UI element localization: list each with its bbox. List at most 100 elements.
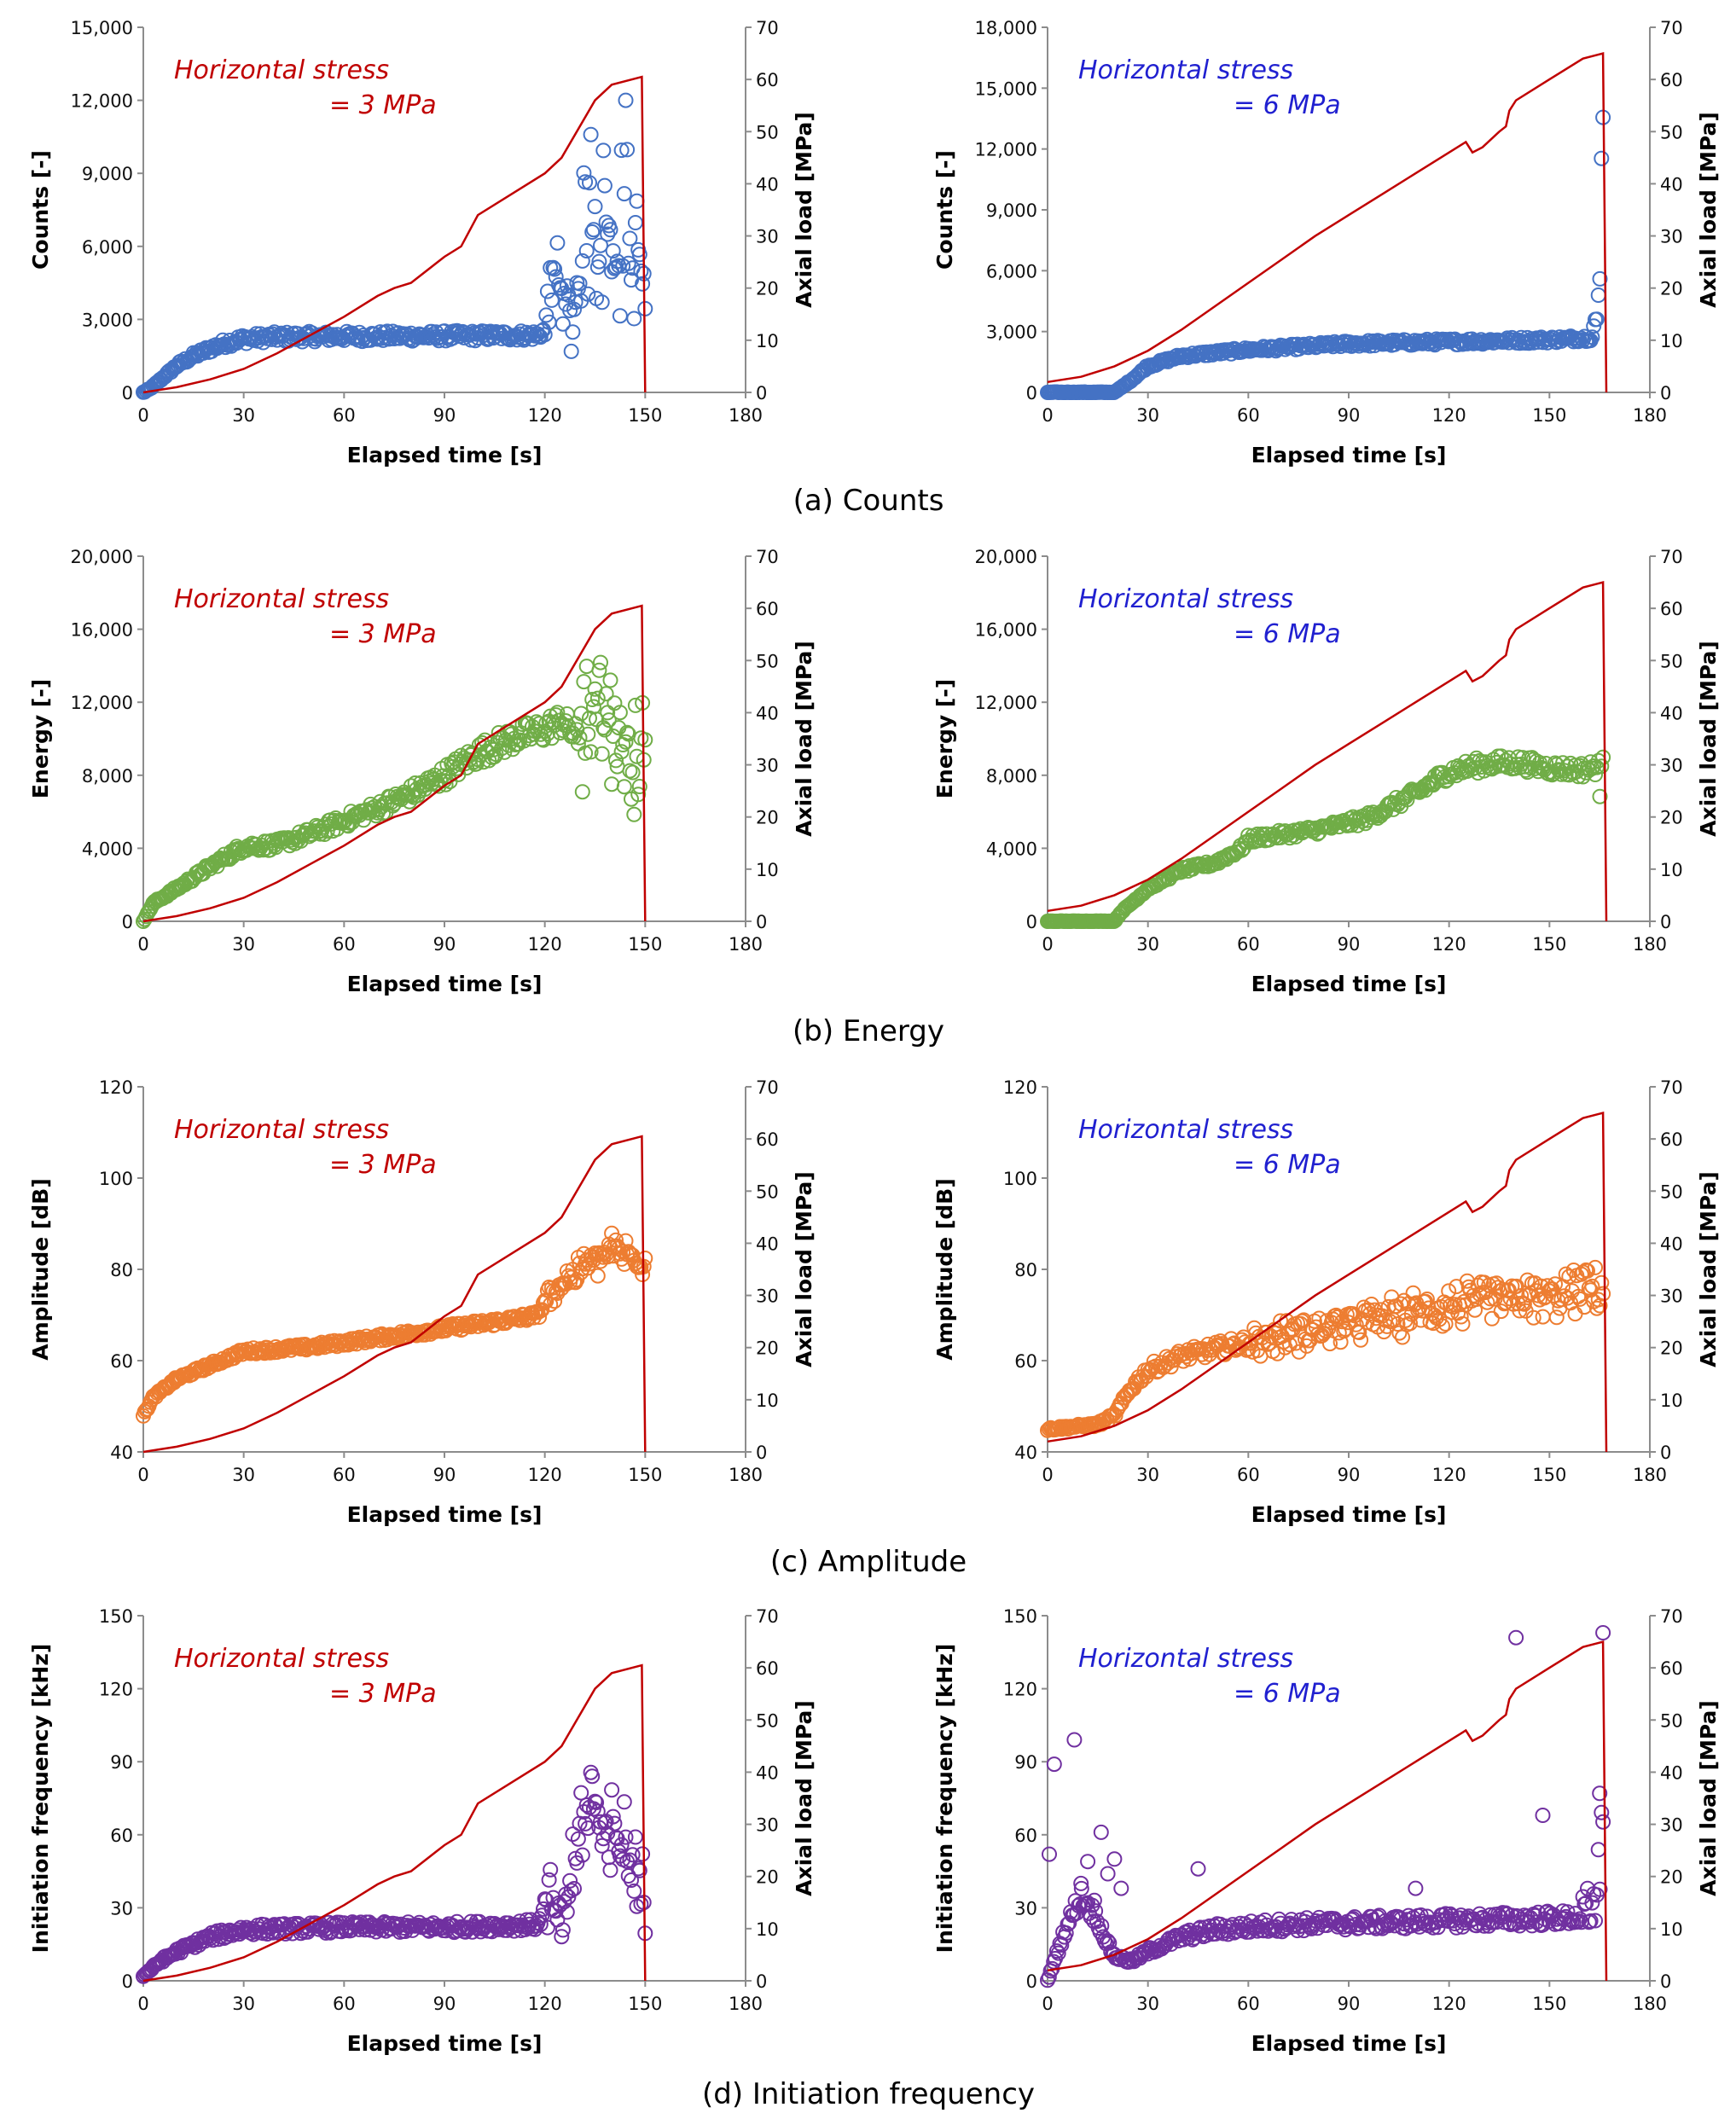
ae-data-point [594,746,610,762]
ae-data-point [1072,1896,1088,1913]
annotation-stress-value: = 3 MPa [329,90,437,120]
ae-data-point [1419,1292,1435,1307]
x-tick-label: 30 [232,934,255,955]
ae-outlier-point [1508,1629,1524,1646]
x-tick-label: 90 [1338,1465,1361,1485]
ae-data-point [572,276,588,292]
ae-data-point [624,272,639,288]
ae-data-point [605,729,621,744]
x-tick-label: 60 [1237,405,1260,426]
ae-data-point [584,692,601,707]
ae-data-point [531,1309,548,1325]
chart-energy-3: 0 30 60 90 120 150 18004,0008,00012,00016,0002… [28,547,816,996]
ae-data-point [1435,1318,1450,1334]
y2-tick-label: 30 [756,227,779,247]
y-tick-label: 60 [1014,1826,1037,1846]
y2-tick-label: 50 [1660,651,1683,671]
y2-axis-label: Axial load [MPa] [792,641,816,837]
ae-data-point [1209,343,1225,359]
ae-data-point [534,1302,550,1318]
x-tick-label: 0 [137,934,148,955]
ae-data-point [562,1872,578,1889]
x-tick-label: 180 [729,1994,763,2014]
ae-data-point [587,1793,603,1809]
y-tick-label: 60 [110,1826,133,1846]
y2-tick-label: 70 [756,18,779,38]
ae-data-point [1367,806,1383,822]
ae-scatter-series [1040,748,1611,929]
ae-data-point [1558,1266,1574,1282]
y2-tick-label: 10 [756,860,779,880]
ae-data-point [1524,1918,1540,1934]
x-tick-label: 0 [137,1465,148,1485]
y-tick-label: 12,000 [975,693,1037,713]
ae-outlier-point [1592,1785,1608,1802]
ae-data-point [565,324,581,340]
ae-data-point [613,744,630,760]
x-axis-label: Elapsed time [s] [1251,972,1447,996]
ae-data-point [631,1862,647,1878]
chart-counts-6: 0 30 60 90 120 150 18003,0006,0009,00012,00015… [932,18,1721,467]
ae-data-point [589,1268,606,1284]
ae-data-point [627,215,643,230]
x-tick-label: 180 [1633,1465,1667,1485]
ae-data-point [598,686,614,702]
y2-tick-label: 0 [756,912,767,932]
x-tick-label: 0 [1042,405,1053,426]
ae-data-point [601,712,617,729]
ae-data-point [1592,1881,1608,1897]
ae-data-point [594,294,610,311]
ae-data-point [1437,1315,1454,1332]
y2-tick-label: 40 [1660,1234,1683,1254]
y2-axis-label: Axial load [MPa] [1696,1171,1721,1367]
y-tick-label: 30 [1014,1898,1037,1919]
ae-data-point [1447,1297,1463,1313]
ae-data-point [1590,1842,1606,1858]
ae-data-point [1584,329,1600,345]
axial-load-line [142,75,647,394]
y2-tick-label: 10 [756,1390,779,1411]
x-axis-label: Elapsed time [s] [1251,1502,1447,1527]
y2-tick-label: 40 [756,1762,779,1783]
ae-data-point [531,1911,548,1927]
ae-data-point [474,734,491,751]
y-tick-label: 18,000 [975,18,1037,38]
ae-data-point [1094,1918,1110,1934]
y2-tick-label: 70 [1660,1077,1683,1098]
x-tick-label: 120 [528,405,562,426]
x-tick-label: 120 [1432,1465,1466,1485]
y-tick-label: 120 [99,1077,133,1098]
y2-tick-label: 30 [1660,227,1683,247]
y2-tick-label: 60 [1660,599,1683,619]
ae-data-point [1291,1344,1307,1360]
x-tick-label: 150 [1532,405,1566,426]
ae-data-point [1402,1315,1418,1332]
ae-data-point [1294,1313,1310,1329]
ae-data-point [613,142,630,159]
ae-data-point [1296,1312,1312,1328]
y-tick-label: 40 [110,1443,133,1463]
y-tick-label: 20,000 [71,547,133,567]
caption-counts: (a) Counts [793,484,944,518]
ae-scatter-series [136,92,653,400]
y-tick-label: 4,000 [82,839,133,859]
ae-data-point [1483,1291,1499,1307]
x-tick-label: 180 [729,934,763,955]
y2-tick-label: 50 [756,1181,779,1202]
ae-data-point [591,253,607,270]
annotation-horizontal-stress: Horizontal stress [1078,1115,1293,1145]
y-tick-label: 4,000 [986,839,1037,859]
x-tick-label: 90 [433,934,456,955]
annotation-stress-value: = 6 MPa [1234,619,1341,649]
y-tick-label: 100 [99,1169,133,1189]
ae-data-point [1373,1302,1389,1318]
ae-outlier-point [1595,1625,1611,1640]
y2-tick-label: 60 [1660,1658,1683,1679]
y-tick-label: 9,000 [986,200,1037,221]
ae-data-point [580,286,596,302]
ae-data-point [619,724,636,740]
y-tick-label: 12,000 [71,91,133,112]
ae-data-point [554,1929,570,1945]
ae-data-point [612,308,628,324]
y2-tick-label: 50 [1660,1181,1683,1202]
